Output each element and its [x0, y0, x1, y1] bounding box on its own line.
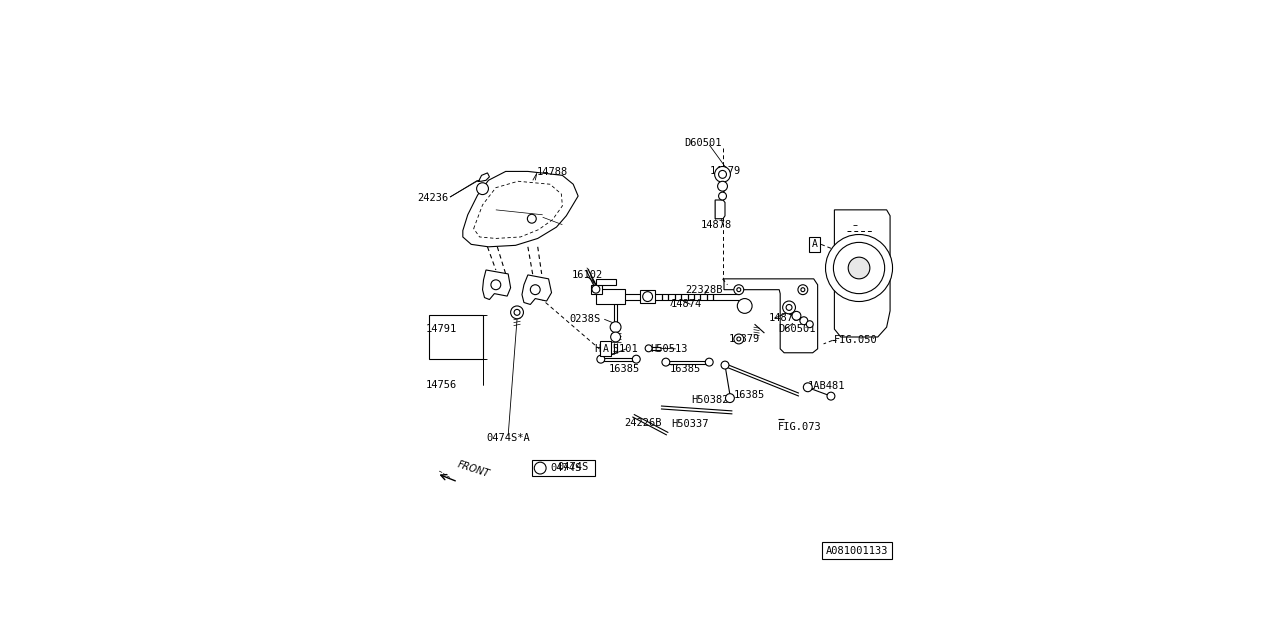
- Text: 16385: 16385: [733, 390, 765, 399]
- Circle shape: [714, 166, 731, 182]
- Circle shape: [737, 337, 741, 341]
- Text: 24226B: 24226B: [623, 418, 662, 428]
- Circle shape: [849, 257, 870, 279]
- Polygon shape: [724, 279, 818, 353]
- Text: 16385: 16385: [608, 364, 640, 374]
- Text: 1AB481: 1AB481: [808, 381, 845, 391]
- Text: 14788: 14788: [536, 167, 568, 177]
- Text: 14791: 14791: [426, 324, 457, 334]
- Circle shape: [632, 355, 640, 363]
- Text: 14878: 14878: [768, 313, 800, 323]
- Circle shape: [800, 317, 808, 324]
- Text: H505101: H505101: [594, 344, 639, 354]
- Circle shape: [527, 214, 536, 223]
- Circle shape: [596, 355, 604, 363]
- Circle shape: [611, 332, 621, 342]
- Text: 22328B: 22328B: [686, 285, 723, 294]
- Circle shape: [726, 394, 735, 403]
- Polygon shape: [835, 210, 890, 337]
- Text: A: A: [603, 344, 609, 354]
- Text: D60501: D60501: [685, 138, 722, 148]
- Circle shape: [782, 301, 795, 314]
- Circle shape: [718, 192, 727, 200]
- Circle shape: [645, 345, 652, 352]
- Text: FIG.050: FIG.050: [833, 335, 877, 346]
- Circle shape: [737, 298, 753, 314]
- Text: 1: 1: [742, 301, 748, 311]
- Circle shape: [786, 305, 792, 310]
- Text: 14879: 14879: [709, 166, 740, 177]
- Text: 0474S*A: 0474S*A: [486, 433, 530, 442]
- Polygon shape: [483, 270, 511, 300]
- Circle shape: [801, 288, 805, 292]
- Text: A: A: [812, 239, 818, 250]
- Text: 16102: 16102: [571, 270, 603, 280]
- Circle shape: [733, 285, 744, 294]
- Polygon shape: [463, 172, 579, 247]
- Circle shape: [705, 358, 713, 366]
- Text: A081001133: A081001133: [826, 546, 888, 556]
- Circle shape: [534, 462, 547, 474]
- Circle shape: [530, 285, 540, 294]
- Polygon shape: [596, 279, 616, 285]
- Circle shape: [827, 392, 835, 400]
- Circle shape: [733, 334, 744, 344]
- Text: FIG.073: FIG.073: [778, 422, 822, 432]
- Polygon shape: [522, 275, 552, 305]
- Circle shape: [804, 383, 813, 392]
- Text: 14878: 14878: [700, 220, 732, 230]
- Text: H50513: H50513: [650, 344, 687, 354]
- Text: 24236: 24236: [417, 193, 448, 202]
- Bar: [429, 316, 483, 358]
- Circle shape: [718, 170, 727, 179]
- Circle shape: [721, 361, 728, 369]
- Text: D60501: D60501: [778, 324, 815, 334]
- Text: 14874: 14874: [671, 300, 701, 310]
- Circle shape: [806, 321, 813, 328]
- Circle shape: [662, 358, 669, 366]
- Text: 0474S: 0474S: [558, 462, 589, 472]
- Text: 1: 1: [538, 463, 543, 472]
- Text: 14756: 14756: [426, 380, 457, 390]
- Circle shape: [792, 312, 801, 320]
- Bar: [531, 460, 595, 476]
- Circle shape: [718, 181, 727, 191]
- Text: H50382: H50382: [691, 395, 728, 404]
- Polygon shape: [477, 173, 489, 181]
- Text: 0474S: 0474S: [550, 463, 582, 473]
- Polygon shape: [596, 289, 626, 305]
- Circle shape: [492, 280, 500, 290]
- Circle shape: [643, 292, 653, 301]
- Circle shape: [591, 285, 600, 293]
- Polygon shape: [640, 290, 655, 303]
- Text: FRONT: FRONT: [457, 460, 492, 479]
- Text: H50337: H50337: [672, 419, 709, 429]
- Text: 14879: 14879: [730, 334, 760, 344]
- Text: 16385: 16385: [669, 364, 701, 374]
- Circle shape: [833, 243, 884, 294]
- Circle shape: [476, 183, 489, 195]
- Circle shape: [797, 285, 808, 294]
- Circle shape: [737, 288, 741, 292]
- Circle shape: [515, 309, 520, 316]
- Text: 0238S: 0238S: [568, 314, 600, 324]
- Circle shape: [511, 306, 524, 319]
- Circle shape: [611, 322, 621, 333]
- Polygon shape: [716, 200, 724, 219]
- Polygon shape: [591, 285, 602, 294]
- Circle shape: [826, 234, 892, 301]
